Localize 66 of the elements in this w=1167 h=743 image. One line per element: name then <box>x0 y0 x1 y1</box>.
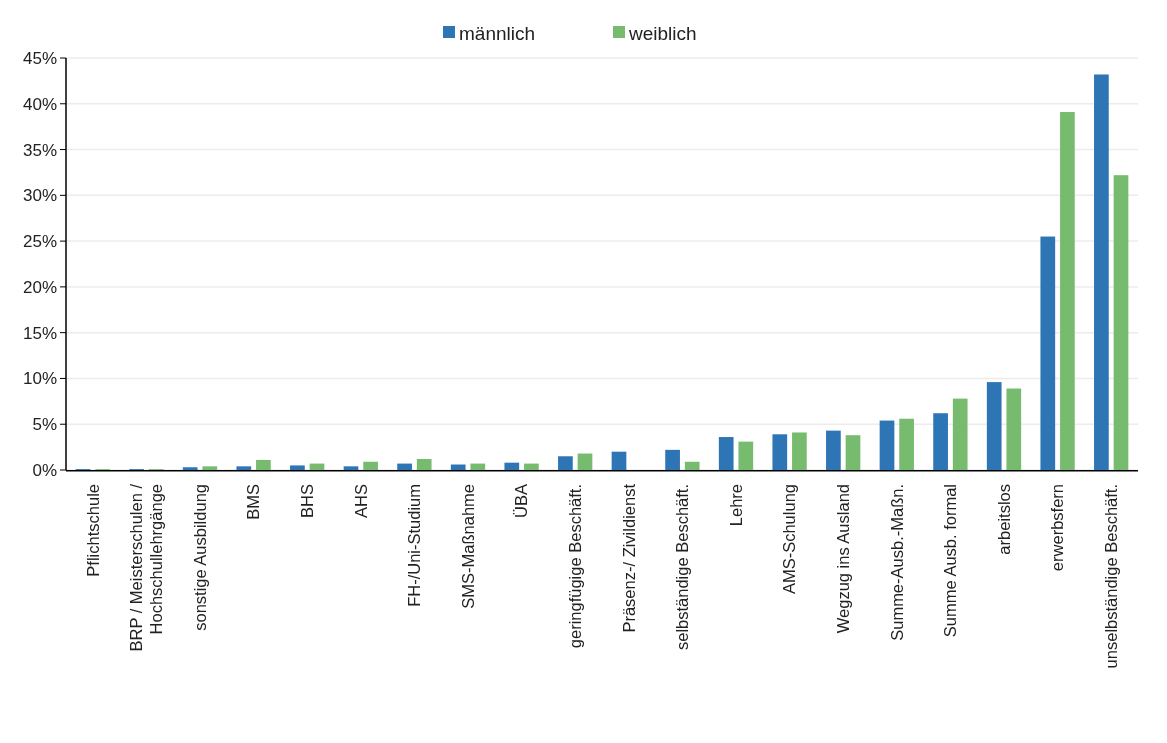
x-tick-label: arbeitslos <box>994 484 1013 555</box>
bar <box>1040 236 1056 470</box>
x-tick-label: geringfügige Beschäft. <box>565 484 584 649</box>
bar <box>986 382 1002 470</box>
bar <box>738 441 754 470</box>
bar <box>256 459 271 470</box>
x-tick-label: Summe-Ausb.-Maßn. <box>887 484 906 641</box>
bar <box>524 463 539 470</box>
bar <box>792 432 807 470</box>
bar <box>1006 388 1022 470</box>
x-tick-label: Wegzug ins Ausland <box>833 484 852 634</box>
x-tick-label: ÜBA <box>512 484 531 518</box>
bar <box>611 451 627 470</box>
y-tick-label: 0% <box>32 460 57 480</box>
bar <box>1094 74 1109 470</box>
x-tick-label: FH-/Uni-Studium <box>405 484 424 607</box>
bar <box>558 456 573 470</box>
x-tick-label: sonstige Ausbildung <box>190 484 209 631</box>
y-tick-label: 10% <box>22 369 57 389</box>
bar <box>879 420 895 470</box>
y-tick-label: 35% <box>22 140 57 160</box>
bar <box>236 466 252 470</box>
legend-label: weiblich <box>628 22 697 44</box>
bar <box>933 413 948 470</box>
x-tick-label: BMS <box>244 484 263 520</box>
bar <box>343 466 359 470</box>
y-tick-label: 45% <box>22 48 57 68</box>
x-tick-label: Pflichtschule <box>83 484 102 577</box>
legend-label: männlich <box>459 22 536 44</box>
bar <box>470 463 486 470</box>
bar <box>826 430 841 470</box>
bar <box>363 461 378 470</box>
bar <box>290 465 305 470</box>
y-tick-label: 40% <box>22 94 57 114</box>
bar <box>845 435 861 470</box>
y-tick-label: 20% <box>22 277 57 297</box>
x-tick-label: Summe Ausb. formal <box>941 484 960 638</box>
bar <box>772 434 788 470</box>
x-tick-label: BHS <box>297 484 316 518</box>
x-tick-label: AMS-Schulung <box>780 484 799 595</box>
bar <box>504 462 520 470</box>
x-tick-label: BRP / Meisterschulen / Hochschullehrgänge <box>127 483 166 652</box>
bar <box>202 466 218 470</box>
x-tick-label: Lehre <box>726 484 745 527</box>
bar <box>1060 112 1075 470</box>
y-tick-label: 15% <box>22 323 57 343</box>
y-tick-label: 5% <box>32 415 57 435</box>
x-tick-label: erwerbsfern <box>1048 484 1067 572</box>
x-tick-label: AHS <box>351 484 370 518</box>
bar <box>397 463 412 470</box>
y-tick-label: 30% <box>22 186 57 206</box>
x-tick-label: Präsenz-/ Zivildienst <box>619 483 638 633</box>
bar <box>718 437 734 470</box>
bar <box>665 449 680 470</box>
bar <box>416 459 432 470</box>
bar <box>684 461 700 470</box>
bar <box>899 418 914 470</box>
y-tick-label: 25% <box>22 232 57 252</box>
bar <box>1113 175 1129 470</box>
bar <box>577 453 593 470</box>
bar <box>182 467 198 470</box>
x-tick-label: unselbständige Beschäft. <box>1101 484 1120 669</box>
bar <box>450 464 466 470</box>
x-tick-label: SMS-Maßnahme <box>458 484 477 609</box>
x-tick-label: selbständige Beschäft. <box>673 484 692 651</box>
bar <box>952 398 968 470</box>
